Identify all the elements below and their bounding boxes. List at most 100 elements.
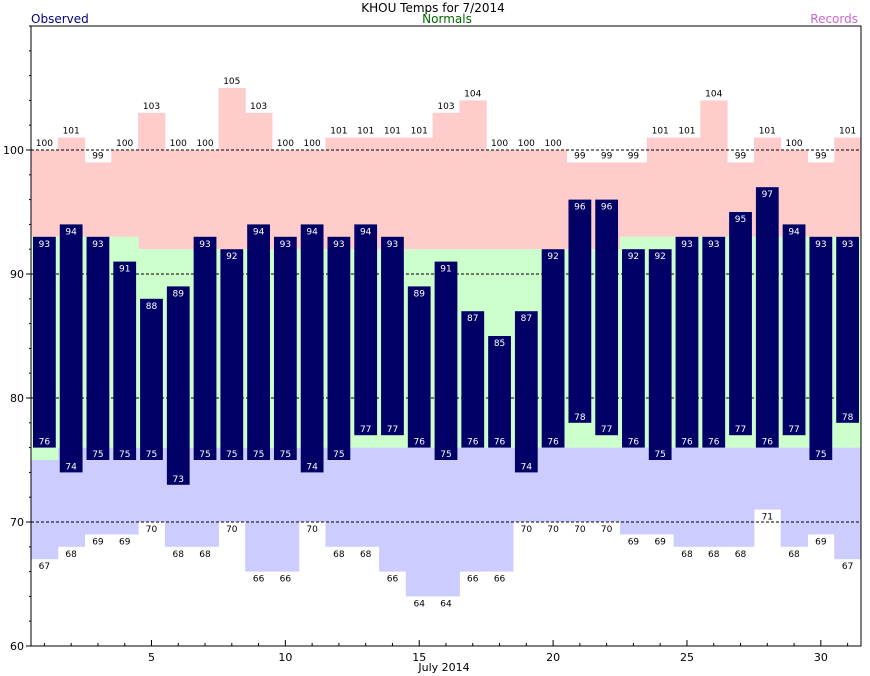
legend-observed: Observed (31, 12, 89, 26)
record-high-label-1: 100 (36, 139, 53, 149)
record-high-label-14: 101 (384, 127, 401, 137)
record-low-label-17: 66 (467, 575, 479, 585)
observed-low-label-19: 74 (521, 462, 533, 472)
observed-bar-day-7 (193, 236, 217, 460)
record-high-day-12 (325, 137, 353, 250)
observed-low-label-3: 75 (92, 450, 103, 460)
observed-low-label-26: 76 (708, 438, 720, 448)
observed-high-label-27: 95 (735, 215, 746, 225)
observed-low-label-24: 75 (654, 450, 665, 460)
record-high-day-15 (405, 137, 434, 250)
record-low-label-25: 68 (681, 550, 693, 560)
record-high-day-2 (57, 137, 86, 237)
observed-low-label-18: 76 (494, 438, 506, 448)
observed-high-label-8: 92 (226, 252, 237, 262)
observed-high-label-6: 89 (173, 289, 185, 299)
observed-low-label-13: 77 (360, 425, 371, 435)
record-high-day-7 (191, 150, 219, 250)
value-labels: 93 76 100 67 94 74 101 68 93 75 99 69 91 75 100 69 88 75 1… (36, 77, 856, 609)
record-low-label-5: 70 (146, 525, 158, 535)
observed-low-label-10: 75 (280, 450, 291, 460)
record-high-label-10: 100 (277, 139, 294, 149)
observed-bar-day-6 (166, 286, 190, 485)
x-tick-label-5: 5 (148, 651, 155, 664)
record-high-day-14 (379, 137, 407, 250)
record-low-label-14: 66 (387, 575, 399, 585)
observed-high-label-7: 93 (199, 240, 210, 250)
record-high-label-17: 104 (464, 89, 481, 99)
observed-high-label-14: 93 (387, 240, 398, 250)
record-high-label-11: 100 (304, 139, 321, 149)
observed-low-label-2: 74 (65, 462, 77, 472)
observed-low-label-8: 75 (226, 450, 237, 460)
observed-high-label-2: 94 (65, 227, 77, 237)
record-low-label-21: 70 (574, 525, 586, 535)
record-high-day-23 (620, 162, 648, 237)
record-high-label-31: 101 (839, 127, 856, 137)
record-high-day-8 (218, 88, 246, 250)
observed-high-label-15: 89 (413, 289, 425, 299)
record-high-label-29: 100 (785, 139, 802, 149)
record-high-day-30 (807, 162, 835, 237)
record-low-day-27 (727, 447, 755, 547)
record-low-day-12 (325, 447, 353, 547)
record-high-label-6: 100 (170, 139, 187, 149)
observed-bar-day-5 (140, 298, 163, 460)
observed-bar-day-20 (541, 249, 565, 448)
observed-bar-day-29 (782, 224, 806, 436)
record-high-label-7: 100 (196, 139, 213, 149)
record-high-label-25: 101 (678, 127, 695, 137)
record-low-label-11: 70 (306, 525, 318, 535)
observed-high-label-23: 92 (628, 252, 639, 262)
observed-high-label-28: 97 (762, 190, 773, 200)
record-low-day-9 (245, 447, 273, 572)
record-low-label-1: 67 (39, 562, 50, 572)
record-high-label-13: 101 (357, 127, 374, 137)
record-low-label-16: 64 (440, 599, 452, 609)
observed-bar-day-9 (247, 224, 270, 460)
observed-bar-day-24 (648, 249, 672, 460)
record-low-label-2: 68 (65, 550, 77, 560)
observed-low-label-27: 77 (735, 425, 746, 435)
observed-bars (33, 187, 859, 485)
record-high-label-30: 99 (815, 151, 827, 161)
record-low-label-28: 71 (762, 513, 773, 523)
record-high-day-31 (834, 137, 862, 237)
record-low-day-13 (352, 447, 380, 547)
record-high-label-20: 100 (545, 139, 562, 149)
record-low-day-20 (539, 447, 567, 522)
observed-high-label-12: 93 (333, 240, 344, 250)
axes: 60 70 80 90 100 5 10 15 20 25 30 (3, 25, 849, 664)
record-low-label-30: 69 (815, 537, 827, 547)
observed-low-label-22: 77 (601, 425, 612, 435)
x-tick-label-15: 15 (412, 651, 426, 664)
observed-bar-day-15 (407, 286, 431, 448)
record-low-label-18: 66 (494, 575, 506, 585)
record-low-label-29: 68 (788, 550, 800, 560)
record-low-day-7 (191, 447, 219, 547)
observed-high-label-21: 96 (574, 203, 586, 213)
record-low-day-22 (593, 447, 621, 522)
observed-high-label-26: 93 (708, 240, 719, 250)
record-high-day-26 (700, 100, 728, 237)
legend-normals: Normals (422, 12, 472, 26)
record-high-day-10 (271, 150, 300, 250)
observed-low-label-16: 75 (440, 450, 451, 460)
y-tick-label-80: 80 (10, 392, 24, 405)
observed-bar-day-31 (836, 236, 859, 423)
observed-bar-day-25 (675, 236, 699, 448)
observed-high-label-17: 87 (467, 314, 478, 324)
observed-low-label-30: 75 (815, 450, 826, 460)
observed-high-label-13: 94 (360, 227, 372, 237)
x-tick-label-25: 25 (680, 651, 694, 664)
observed-bar-day-12 (327, 236, 351, 460)
observed-bar-day-2 (59, 224, 83, 473)
y-tick-label-90: 90 (10, 268, 24, 281)
record-high-label-19: 100 (518, 139, 535, 149)
record-high-label-27: 99 (735, 151, 747, 161)
record-low-day-26 (700, 447, 728, 547)
record-high-label-23: 99 (628, 151, 640, 161)
observed-high-label-11: 94 (306, 227, 318, 237)
observed-low-label-11: 74 (306, 462, 318, 472)
observed-low-label-20: 76 (547, 438, 559, 448)
